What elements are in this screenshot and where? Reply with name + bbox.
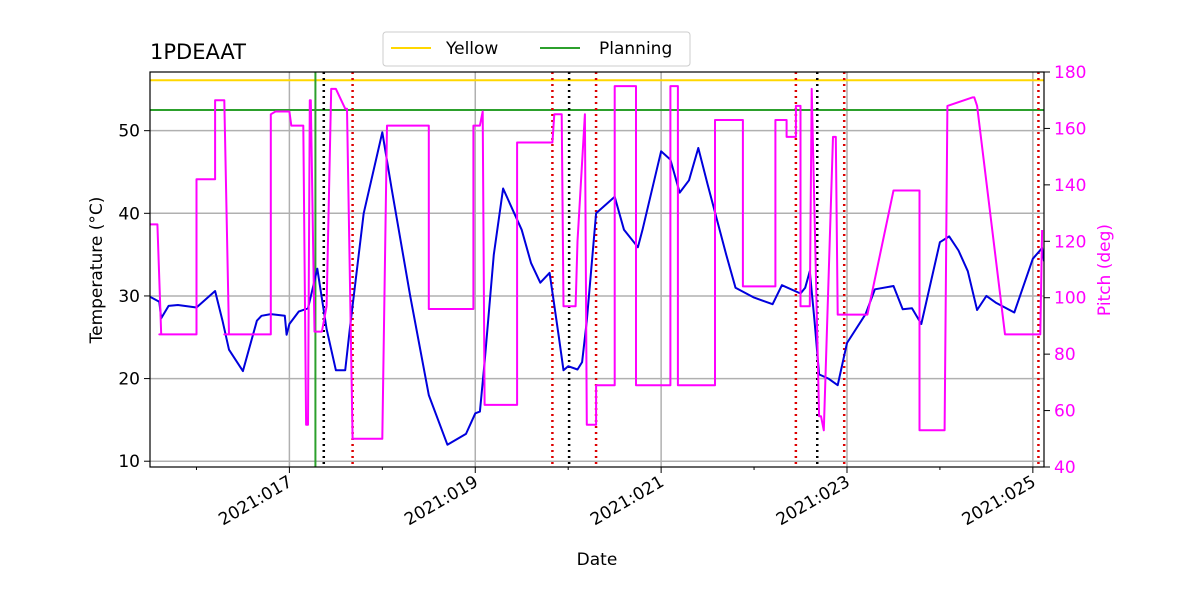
x-tick-label: 2021:023: [773, 472, 854, 530]
x-tick-label: 2021:025: [959, 472, 1040, 530]
y-tick-label: 30: [118, 287, 140, 307]
y-tick-label: 40: [118, 204, 140, 224]
y-tick-label: 20: [118, 370, 140, 390]
series-lines: [150, 85, 1044, 446]
legend-label-yellow: Yellow: [445, 39, 498, 59]
x-tick-label: 2021:019: [401, 472, 482, 530]
y2-tick-label: 100: [1054, 289, 1086, 309]
y2-tick-label: 40: [1054, 458, 1076, 478]
y2-tick-label: 120: [1054, 232, 1086, 252]
y2-axis-label: Pitch (deg): [1095, 224, 1115, 316]
pitch-series-line: [150, 85, 1044, 440]
legend: Yellow Planning: [382, 31, 691, 67]
y-tick-label: 50: [118, 122, 140, 142]
x-axis-label: Date: [577, 550, 618, 570]
y2-tick-label: 160: [1054, 119, 1086, 139]
temperature-series-line: [150, 131, 1044, 446]
y2-tick-label: 80: [1054, 345, 1076, 365]
x-tick-label: 2021:017: [215, 472, 296, 530]
legend-label-planning: Planning: [599, 39, 672, 59]
chart-title: 1PDEAAT: [150, 40, 246, 64]
y-tick-label: 10: [118, 452, 140, 472]
legend-box: [382, 31, 691, 67]
plot-frame: [149, 71, 1045, 468]
x-tick-label: 2021:021: [587, 472, 668, 530]
y2-tick-label: 180: [1054, 63, 1086, 83]
y2-tick-label: 60: [1054, 402, 1076, 422]
y-axis-label: Temperature (°C): [87, 197, 107, 345]
y2-tick-label: 140: [1054, 176, 1086, 196]
limit-lines: [150, 72, 1044, 467]
